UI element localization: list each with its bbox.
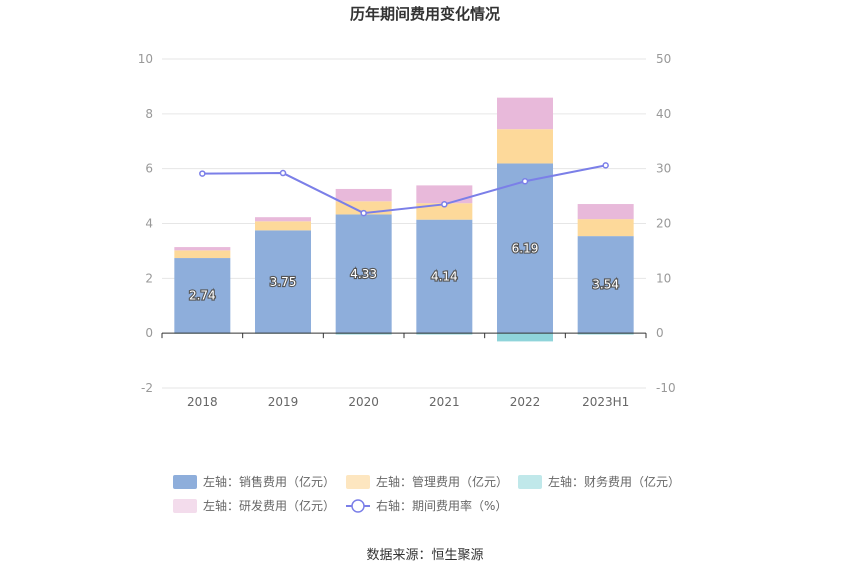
bar-value-label: 2.74: [189, 289, 216, 303]
bar-segment: [577, 219, 634, 237]
bar-value-label: 6.19: [512, 241, 539, 255]
rate-point: [521, 178, 529, 185]
bar-segment: [335, 333, 392, 335]
rate-point: [199, 170, 206, 177]
bar-labels: 2.74 3.75 4.33 4.14 6.19 3.54: [188, 240, 620, 303]
legend-label: 左轴：财务费用（亿元）: [548, 474, 680, 489]
left-tick-label: 0: [145, 326, 153, 340]
bar-segment: [497, 333, 553, 342]
x-axis-ticks: 2018 2019 2020 2021 2022 2023H1: [187, 395, 629, 409]
legend-swatch: [173, 475, 197, 489]
left-tick-label: 10: [138, 52, 153, 66]
bar-segment: [174, 247, 231, 251]
data-source: 数据来源：恒生聚源: [366, 548, 483, 563]
bar-segment: [577, 333, 634, 335]
left-tick-label: 8: [145, 107, 153, 121]
bar-value-label: 4.33: [350, 267, 377, 281]
bar-segment: [416, 333, 473, 335]
right-tick-label: 0: [656, 326, 664, 340]
bar-segment: [335, 188, 392, 202]
bar-segment: [577, 236, 634, 334]
bar-segment: [497, 129, 553, 164]
right-tick-label: 20: [656, 217, 671, 231]
legend-item: 左轴：管理费用（亿元）: [346, 474, 508, 489]
bar-value-label: 3.75: [270, 275, 297, 289]
legend-marker: [351, 499, 365, 513]
rate-point: [602, 162, 609, 169]
bar-segment: [497, 163, 553, 334]
legend-label: 左轴：管理费用（亿元）: [376, 474, 508, 489]
right-tick-label: 10: [656, 271, 671, 285]
chart-title: 历年期间费用变化情况: [350, 5, 500, 23]
bar-segment: [416, 203, 473, 220]
left-tick-label: 6: [145, 162, 153, 176]
x-tick-label: 2019: [268, 395, 299, 409]
right-tick-label: 40: [656, 107, 671, 121]
legend-label: 右轴：期间费用率（%）: [376, 498, 507, 513]
rate-point: [279, 169, 287, 177]
rate-point: [441, 201, 448, 208]
legend-item: 右轴：期间费用率（%）: [346, 498, 507, 513]
bar-segment: [416, 219, 473, 334]
rate-line: [199, 162, 609, 217]
bar-segment: [335, 214, 392, 334]
legend-item: 左轴：销售费用（亿元）: [173, 474, 335, 489]
x-tick-label: 2018: [187, 395, 218, 409]
bar-segment: [497, 97, 553, 130]
right-tick-label: 30: [656, 162, 671, 176]
left-axis-ticks: -2 0 2 4 6 8 10: [138, 52, 153, 395]
legend: 左轴：销售费用（亿元） 左轴：管理费用（亿元） 左轴：财务费用（亿元） 左轴：研发费用…: [173, 474, 680, 513]
right-tick-label: 50: [656, 52, 671, 66]
right-axis-ticks: -10 0 10 20 30 40 50: [656, 52, 676, 395]
bar-value-label: 3.54: [592, 278, 619, 292]
bar-segment: [416, 185, 473, 204]
rate-line-path: [202, 164, 606, 215]
legend-label: 左轴：销售费用（亿元）: [203, 474, 335, 489]
x-tick-label: 2020: [348, 395, 379, 409]
gridlines: [162, 58, 646, 389]
legend-swatch: [346, 475, 370, 489]
legend-item: 左轴：财务费用（亿元）: [518, 474, 680, 489]
legend-swatch: [518, 475, 542, 489]
legend-item: 左轴：研发费用（亿元）: [173, 498, 335, 513]
bar-segment: [255, 221, 311, 231]
right-tick-label: -10: [656, 381, 676, 395]
legend-label: 左轴：研发费用（亿元）: [203, 498, 335, 513]
bars: [174, 97, 634, 342]
bar-segment: [255, 217, 311, 222]
x-tick-label: 2022: [510, 395, 541, 409]
x-tick-label: 2023H1: [582, 395, 629, 409]
x-tick-label: 2021: [429, 395, 460, 409]
legend-swatch: [173, 499, 197, 513]
left-tick-label: 4: [145, 217, 153, 231]
rate-point: [360, 209, 367, 217]
left-tick-label: -2: [141, 381, 153, 395]
x-axis: [161, 332, 647, 339]
left-tick-label: 2: [145, 271, 153, 285]
bar-value-label: 4.14: [431, 269, 458, 283]
bar-segment: [255, 230, 311, 334]
bar-segment: [174, 250, 231, 259]
bar-segment: [577, 204, 634, 220]
bar-segment: [174, 258, 231, 334]
